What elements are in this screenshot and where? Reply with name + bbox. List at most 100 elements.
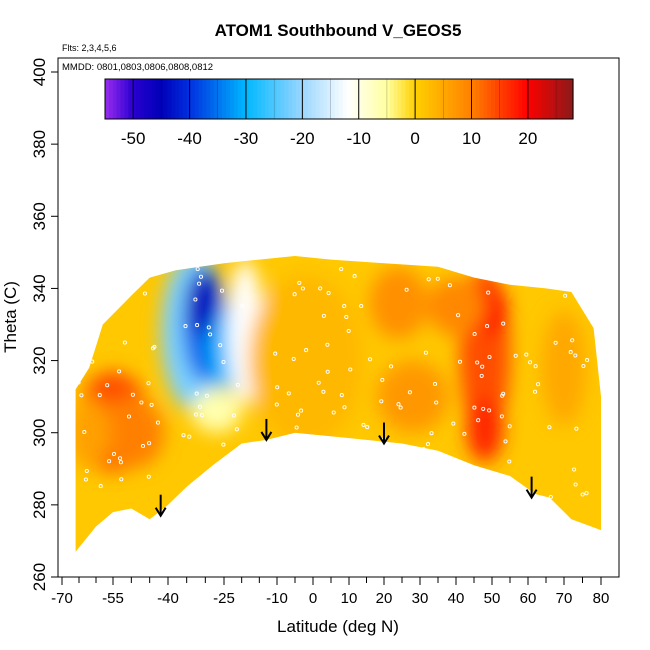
observation-point — [342, 405, 347, 410]
colorbar-tick-label: -30 — [234, 129, 259, 148]
observation-point — [142, 291, 147, 296]
observation-point — [88, 343, 93, 348]
observation-point — [423, 350, 428, 355]
colorbar-frame — [104, 78, 574, 120]
observation-point — [245, 461, 250, 467]
x-tick-label: 80 — [593, 590, 610, 607]
observation-point — [280, 493, 285, 498]
x-tick-label: -55 — [102, 590, 124, 607]
observation-point — [240, 303, 245, 308]
observation-point — [500, 393, 505, 398]
observation-point — [342, 304, 347, 309]
observation-point — [407, 390, 412, 395]
observation-point — [221, 359, 226, 365]
observation-point — [507, 459, 512, 464]
observation-point — [231, 413, 237, 418]
colorbar-cell — [210, 79, 215, 119]
colorbar-cell — [296, 79, 301, 119]
observation-point — [487, 408, 492, 413]
observation-point — [462, 431, 467, 436]
colorbar-cell — [264, 79, 270, 119]
arrow-marker-2 — [260, 418, 273, 442]
colorbar-cell — [335, 79, 340, 119]
colorbar-cell — [498, 79, 504, 119]
observation-point — [235, 382, 240, 387]
x-tick-label: 60 — [520, 590, 537, 607]
colorbar-cell — [366, 79, 371, 119]
colorbar-cell — [257, 79, 262, 119]
observation-point — [568, 350, 573, 355]
x-tick-label: 10 — [341, 590, 358, 607]
observation-point — [300, 286, 305, 291]
observation-point — [581, 363, 586, 369]
colorbar-cell — [471, 79, 477, 119]
observation-point — [501, 391, 506, 396]
observation-point — [359, 303, 364, 309]
colorbar-cell — [116, 79, 122, 119]
observation-point — [147, 441, 152, 446]
observation-point — [547, 425, 552, 430]
observation-point — [321, 389, 326, 394]
colorbar-cell — [237, 79, 243, 119]
observation-point — [325, 342, 330, 347]
colorbar-cell — [397, 79, 402, 119]
colorbar-cell — [436, 79, 441, 119]
observation-point — [195, 266, 200, 272]
colorbar-cell — [284, 79, 289, 119]
observation-point — [232, 490, 237, 495]
colorbar-cell — [112, 79, 118, 119]
observation-point — [119, 477, 124, 482]
observation-point — [429, 431, 434, 436]
observation-point — [378, 489, 384, 494]
observation-point — [574, 426, 579, 431]
colorbar-cell — [183, 79, 188, 119]
plot-frame — [57, 57, 620, 578]
colorbar-cell — [167, 79, 172, 119]
observation-point — [316, 380, 321, 385]
observation-point — [508, 483, 513, 488]
field-blob-16 — [427, 277, 485, 336]
y-tick-label: 380 — [30, 130, 49, 158]
colorbar-cell — [534, 79, 539, 119]
colorbar-cell — [171, 79, 176, 119]
observation-point — [344, 314, 349, 320]
observation-point — [187, 434, 192, 439]
colorbar-cell — [495, 79, 500, 119]
observation-point — [346, 328, 351, 334]
colorbar-cell — [467, 79, 473, 119]
field-blob-14 — [466, 396, 503, 462]
observation-point — [321, 313, 326, 318]
observation-point — [457, 359, 463, 364]
colorbar-cell — [389, 79, 395, 119]
observation-point — [479, 373, 484, 378]
colorbar-cell — [381, 79, 387, 119]
colorbar-tick-label: 0 — [410, 129, 419, 148]
observation-point — [83, 477, 88, 482]
chart-title: ATOM1 Southbound V_GEOS5 — [215, 21, 462, 40]
colorbar-cell — [487, 79, 492, 119]
colorbar-cell — [292, 79, 297, 119]
observation-point — [117, 369, 122, 374]
observation-point — [221, 442, 226, 447]
colorbar-cell — [124, 79, 129, 119]
colorbar-cell — [522, 79, 527, 119]
observation-point — [486, 290, 491, 295]
observation-point — [368, 357, 373, 362]
colorbar-cell — [179, 79, 184, 119]
colorbar-cell — [288, 79, 293, 119]
colorbar-cell — [479, 79, 484, 119]
colorbar-cell — [354, 79, 360, 119]
observation-point — [361, 487, 366, 492]
colorbar-cell — [194, 79, 200, 119]
colorbar-cell — [432, 79, 438, 119]
x-tick-label: 40 — [448, 590, 465, 607]
colorbar-cell — [440, 79, 445, 119]
colorbar-cell — [105, 79, 110, 119]
colorbar-cell — [120, 79, 126, 119]
observation-point — [348, 367, 353, 372]
observation-point — [304, 348, 309, 353]
colorbar-tick-label: -10 — [346, 129, 371, 148]
observation-point — [339, 266, 344, 272]
y-axis-label: Theta (C) — [1, 281, 20, 353]
colorbar-cell — [541, 79, 547, 119]
